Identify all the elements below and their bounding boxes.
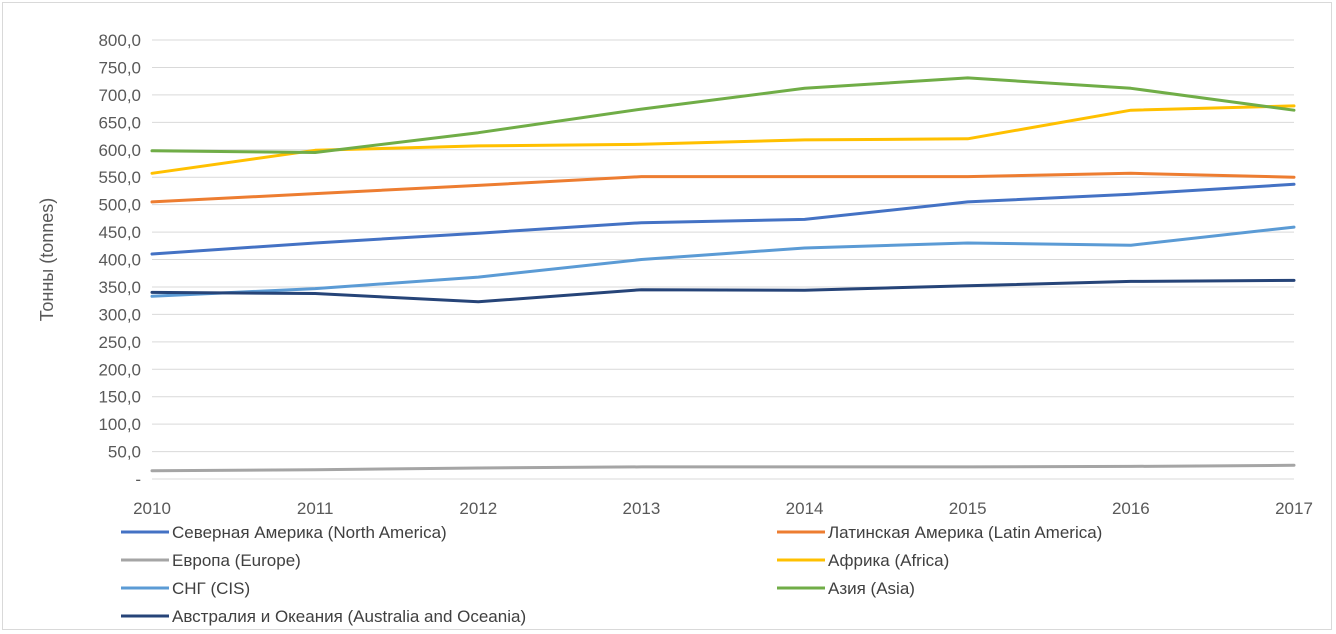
legend-label: Латинская Америка (Latin America) [828, 523, 1102, 542]
gridlines [152, 39, 1294, 480]
y-tick-label: 800,0 [98, 31, 141, 50]
series-line-3 [150, 463, 1296, 473]
y-tick-label: 450,0 [98, 223, 141, 242]
y-tick-label: 750,0 [98, 58, 141, 77]
series-line-1 [150, 182, 1296, 256]
legend-label: Северная Америка (North America) [172, 523, 447, 542]
x-tick-label: 2013 [623, 499, 661, 518]
y-tick-label: 400,0 [98, 251, 141, 270]
y-tick-label: 600,0 [98, 141, 141, 160]
x-tick-label: 2012 [459, 499, 497, 518]
y-tick-label: 100,0 [98, 415, 141, 434]
series-line-7 [150, 278, 1296, 304]
legend: Северная Америка (North America) Латинска… [121, 523, 1102, 626]
series-line-5 [150, 225, 1296, 298]
x-tick-label: 2014 [786, 499, 824, 518]
y-axis-title: Тонны (tonnes) [37, 198, 57, 321]
series-lines [150, 76, 1296, 473]
y-tick-label: 500,0 [98, 196, 141, 215]
line-chart: - 50,0 100,0 150,0 200,0 250,0 300,0 350,0 400,0… [37, 31, 1313, 626]
y-tick-label: 650,0 [98, 113, 141, 132]
y-tick-label: 700,0 [98, 86, 141, 105]
legend-label: Австралия и Океания (Australia and Ocean… [172, 607, 526, 626]
series-line-4 [150, 104, 1296, 175]
series-line-2 [150, 171, 1296, 204]
x-tick-label: 2015 [949, 499, 987, 518]
legend-label: СНГ (CIS) [172, 579, 250, 598]
series-line-6 [150, 76, 1296, 154]
y-tick-label: 200,0 [98, 360, 141, 379]
y-tick-label: 250,0 [98, 333, 141, 352]
legend-label: Африка (Africa) [828, 551, 949, 570]
y-axis-tick-labels: - 50,0 100,0 150,0 200,0 250,0 300,0 350,0 400,0… [98, 31, 141, 489]
x-tick-label: 2017 [1275, 499, 1313, 518]
y-tick-label: 300,0 [98, 305, 141, 324]
x-tick-label: 2010 [133, 499, 171, 518]
y-tick-label: - [135, 470, 141, 489]
x-tick-label: 2011 [297, 499, 334, 518]
legend-label: Азия (Asia) [828, 579, 915, 598]
legend-label: Европа (Europe) [172, 551, 301, 570]
y-tick-label: 50,0 [108, 443, 141, 462]
x-axis-tick-labels: 2010 2011 2012 2013 2014 2015 2016 2017 [133, 499, 1313, 518]
y-tick-label: 150,0 [98, 388, 141, 407]
y-tick-label: 550,0 [98, 168, 141, 187]
x-tick-label: 2016 [1112, 499, 1150, 518]
y-tick-label: 350,0 [98, 278, 141, 297]
